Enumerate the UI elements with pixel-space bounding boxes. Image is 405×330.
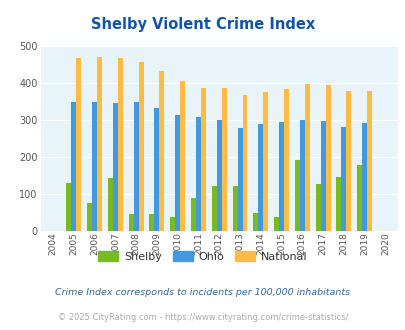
Bar <box>299 120 304 231</box>
Bar <box>117 58 123 231</box>
Bar <box>366 91 371 231</box>
Bar <box>170 217 175 231</box>
Bar <box>325 85 330 231</box>
Bar <box>149 214 154 231</box>
Bar <box>200 87 205 231</box>
Bar <box>258 124 262 231</box>
Bar <box>253 213 258 231</box>
Bar <box>190 198 196 231</box>
Bar <box>180 81 185 231</box>
Legend: Shelby, Ohio, National: Shelby, Ohio, National <box>94 247 311 266</box>
Bar <box>87 203 92 231</box>
Bar <box>242 95 247 231</box>
Bar <box>320 121 325 231</box>
Bar <box>211 185 216 231</box>
Bar <box>232 185 237 231</box>
Bar <box>221 88 226 231</box>
Bar <box>278 122 284 231</box>
Bar <box>97 56 102 231</box>
Bar <box>113 103 117 231</box>
Bar <box>175 115 180 231</box>
Bar <box>315 184 320 231</box>
Text: Crime Index corresponds to incidents per 100,000 inhabitants: Crime Index corresponds to incidents per… <box>55 287 350 297</box>
Bar <box>273 217 278 231</box>
Bar <box>133 102 138 231</box>
Bar <box>294 160 299 231</box>
Bar <box>336 177 341 231</box>
Bar <box>154 108 159 231</box>
Bar <box>345 90 350 231</box>
Bar <box>159 71 164 231</box>
Text: Shelby Violent Crime Index: Shelby Violent Crime Index <box>91 16 314 31</box>
Bar <box>284 89 288 231</box>
Bar <box>304 84 309 231</box>
Bar <box>66 183 71 231</box>
Bar <box>341 127 345 231</box>
Bar <box>71 102 76 231</box>
Bar <box>76 58 81 231</box>
Bar <box>108 178 113 231</box>
Bar <box>92 102 97 231</box>
Bar <box>361 123 366 231</box>
Bar <box>237 128 242 231</box>
Text: © 2025 CityRating.com - https://www.cityrating.com/crime-statistics/: © 2025 CityRating.com - https://www.city… <box>58 313 347 322</box>
Bar <box>128 214 133 231</box>
Bar <box>356 165 361 231</box>
Bar <box>196 117 200 231</box>
Bar <box>262 92 268 231</box>
Bar <box>138 62 143 231</box>
Bar <box>216 120 221 231</box>
